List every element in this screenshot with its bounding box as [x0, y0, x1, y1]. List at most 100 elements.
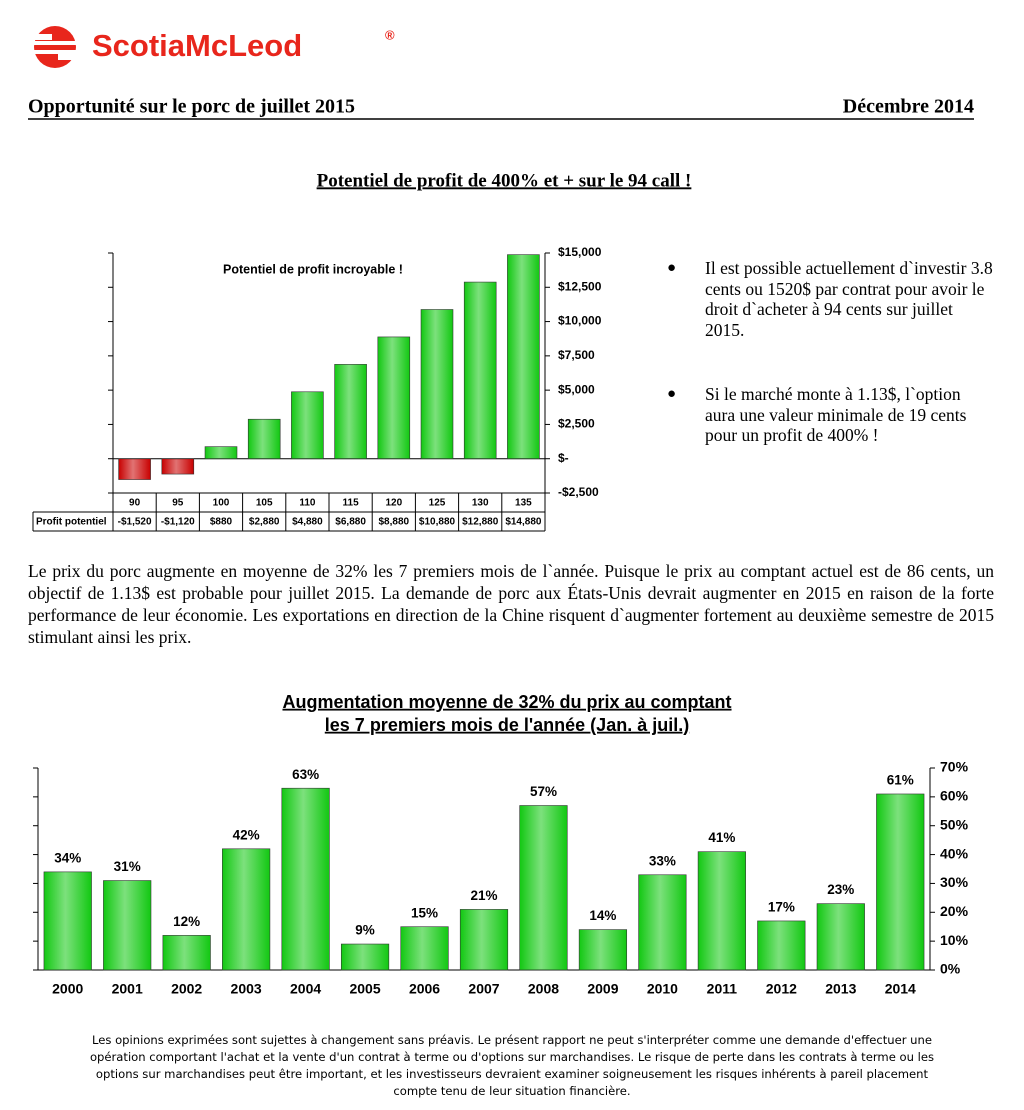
x-tick-label: 2010: [647, 981, 678, 997]
chart-title: les 7 premiers mois de l'année (Jan. à j…: [325, 715, 689, 735]
data-label: 14%: [589, 908, 616, 923]
bar: [43, 871, 92, 971]
x-tick-label: 2013: [825, 981, 856, 997]
bar: [162, 935, 211, 971]
data-label: $8,880: [379, 517, 410, 528]
doc-title: Opportunité sur le porc de juillet 2015: [28, 96, 355, 118]
disclaimer-line: compte tenu de leur situation financière…: [393, 1084, 631, 1098]
data-label: $880: [210, 517, 233, 528]
data-label: 12%: [173, 914, 200, 929]
x-tick-label: 120: [385, 498, 402, 509]
headline: Potentiel de profit de 400% et + sur le …: [317, 170, 692, 191]
data-label: 57%: [530, 784, 557, 799]
bar: [459, 909, 509, 971]
x-tick-label: 90: [129, 498, 141, 509]
x-tick-label: 2005: [349, 981, 380, 997]
brand: ScotiaMcLeod: [92, 28, 302, 63]
data-label: 63%: [292, 767, 319, 782]
y-tick-label: 30%: [940, 874, 969, 890]
bar: [204, 446, 238, 460]
y-tick-label: 0%: [940, 961, 961, 977]
y-tick-label: 50%: [940, 816, 969, 832]
x-tick-label: 2003: [231, 981, 262, 997]
data-label: -$1,520: [118, 517, 152, 528]
bar: [578, 929, 628, 971]
data-label: 61%: [887, 773, 914, 788]
bar: [377, 336, 411, 460]
data-label: -$1,120: [161, 517, 195, 528]
x-tick-label: 130: [472, 498, 489, 509]
row-label: Profit potentiel: [36, 517, 107, 528]
x-tick-label: 105: [256, 498, 273, 509]
y-tick-label: $10,000: [558, 314, 602, 328]
bar: [334, 364, 367, 460]
x-tick-label: 135: [515, 498, 532, 509]
bar: [420, 309, 454, 460]
data-label: 17%: [768, 900, 795, 915]
y-tick-label: $2,500: [558, 417, 595, 431]
disclaimer: Les opinions exprimées sont sujettes à c…: [0, 1032, 1024, 1100]
x-tick-label: 2006: [409, 981, 440, 997]
data-label: $6,880: [335, 517, 366, 528]
data-label: 41%: [708, 830, 735, 845]
bar: [876, 793, 925, 971]
bar: [103, 880, 152, 971]
x-tick-label: 2011: [707, 981, 738, 997]
bar: [161, 458, 195, 475]
x-tick-label: 2008: [528, 981, 559, 997]
bullet-text: Il est possible actuellement d`investir …: [705, 258, 993, 340]
bar: [118, 458, 151, 480]
x-tick-label: 2000: [52, 981, 83, 997]
data-label: $10,880: [419, 517, 456, 528]
logo-symbol: [30, 26, 80, 68]
chart-title: Potentiel de profit incroyable !: [223, 262, 403, 276]
disclaimer-line: opération comportant l'achat et la vente…: [89, 1050, 935, 1064]
data-label: 33%: [649, 853, 676, 868]
bar: [400, 926, 449, 971]
y-tick-label: $5,000: [558, 382, 595, 396]
bullet-text: Si le marché monte à 1.13$, l`option aur…: [705, 384, 967, 445]
bar: [340, 943, 390, 971]
y-tick-label: 20%: [940, 903, 969, 919]
data-label: 34%: [54, 850, 81, 865]
data-label: $4,880: [292, 517, 323, 528]
x-tick-label: 2012: [766, 981, 797, 997]
y-tick-label: $7,500: [558, 348, 595, 362]
paragraph: Le prix du porc augmente en moyenne de 3…: [28, 561, 994, 647]
data-label: $2,880: [249, 517, 280, 528]
y-tick-label: -$2,500: [558, 485, 599, 499]
x-tick-label: 2007: [468, 981, 499, 997]
bar: [697, 851, 746, 971]
y-tick-label: $-: [558, 451, 569, 465]
x-tick-label: 95: [172, 498, 184, 509]
x-tick-label: 2004: [290, 981, 321, 997]
y-tick-label: $12,500: [558, 279, 602, 293]
y-tick-label: 40%: [940, 845, 969, 861]
data-label: 42%: [233, 827, 260, 842]
bullet: ● Il est possible actuellement d`investir…: [667, 258, 993, 340]
y-tick-label: 60%: [940, 788, 969, 804]
chart-title: Augmentation moyenne de 32% du prix au c…: [282, 692, 731, 712]
bar: [463, 281, 497, 460]
bar: [507, 254, 540, 460]
data-label: 23%: [827, 882, 854, 897]
data-label: 9%: [355, 923, 375, 938]
data-label: 21%: [470, 888, 497, 903]
bar: [281, 787, 330, 971]
data-label: $12,880: [462, 517, 499, 528]
bar: [519, 805, 568, 971]
bullet: ● Si le marché monte à 1.13$, l`option au…: [667, 384, 967, 445]
doc-date: Décembre 2014: [843, 96, 974, 118]
bar: [638, 874, 687, 971]
disclaimer-line: options sur marchandises peut être impor…: [95, 1067, 929, 1081]
x-tick-label: 115: [343, 498, 360, 509]
x-tick-label: 110: [299, 498, 316, 509]
brand-mark: ®: [385, 27, 395, 42]
x-tick-label: 2002: [171, 981, 202, 997]
y-tick-label: $15,000: [558, 245, 602, 259]
data-label: 31%: [114, 859, 141, 874]
bar: [222, 848, 271, 971]
x-tick-label: 2014: [885, 981, 916, 997]
data-label: $14,880: [505, 517, 542, 528]
